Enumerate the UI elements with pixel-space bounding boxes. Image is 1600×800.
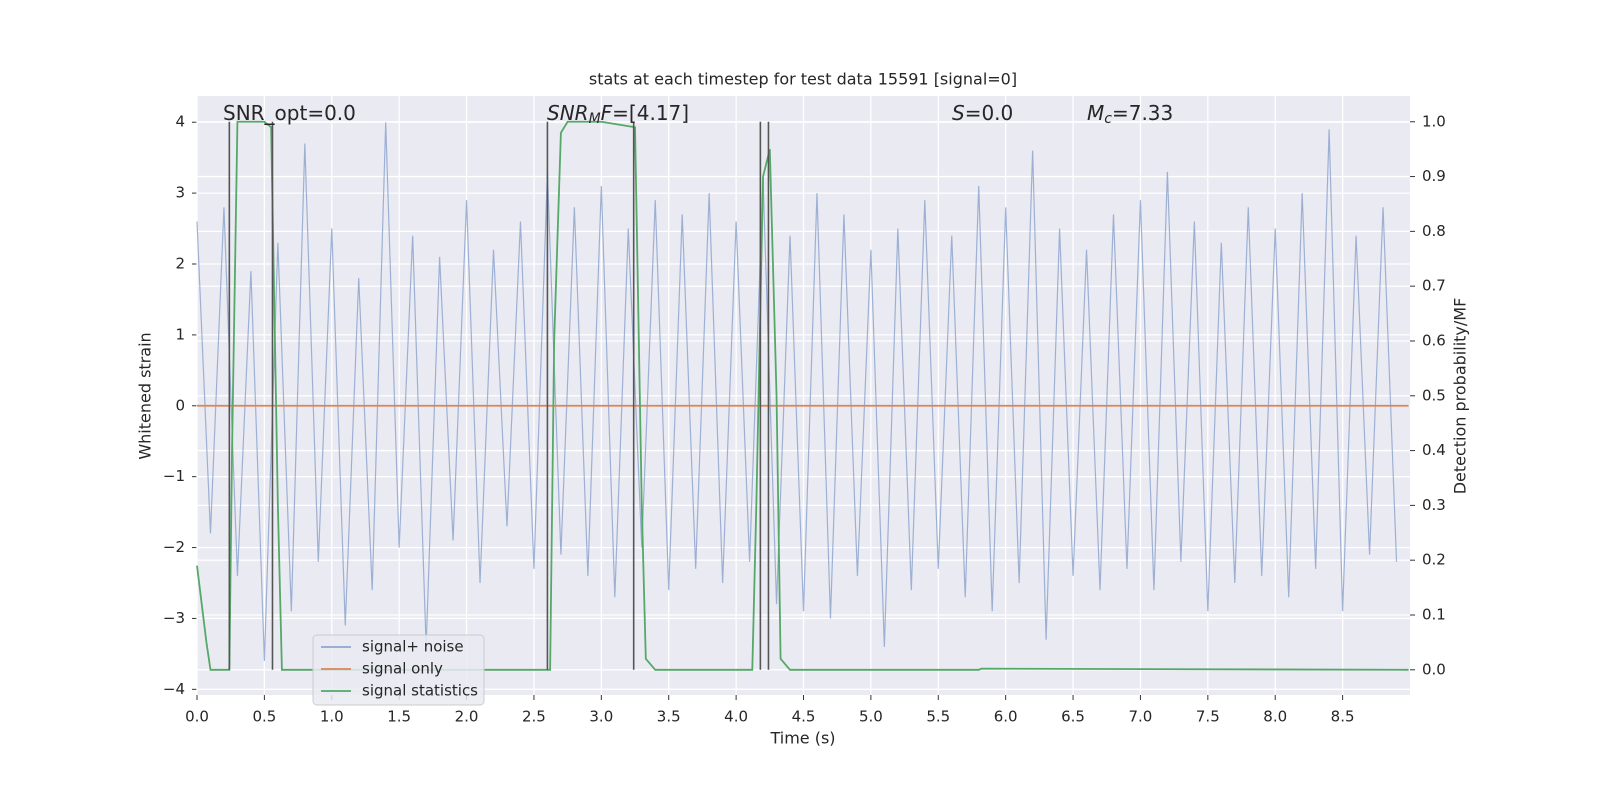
annotation: S=0.0 bbox=[952, 101, 1013, 125]
x-tick-label: 5.5 bbox=[926, 708, 950, 726]
x-tick-label: 8.5 bbox=[1331, 708, 1355, 726]
x-tick-label: 4.0 bbox=[724, 708, 748, 726]
y2-tick-label: 0.9 bbox=[1422, 167, 1446, 185]
annotation-part: =[4.17] bbox=[612, 101, 689, 125]
y2-tick-label: 0.8 bbox=[1422, 222, 1446, 240]
annotation: SNR_opt=0.0 bbox=[223, 101, 356, 125]
y-tick-label: −1 bbox=[163, 467, 185, 485]
x-tick-label: 6.0 bbox=[994, 708, 1018, 726]
x-tick-label: 3.0 bbox=[589, 708, 613, 726]
y-tick-label: 2 bbox=[175, 255, 185, 273]
annotation-part: M bbox=[1087, 101, 1104, 125]
series-line bbox=[196, 120, 1409, 671]
y-tick-label: −2 bbox=[163, 538, 185, 556]
legend-box bbox=[312, 634, 485, 706]
y-tick-label: 0 bbox=[175, 396, 185, 414]
x-tick-label: 7.0 bbox=[1129, 708, 1153, 726]
y2-tick-label: 0.0 bbox=[1422, 660, 1446, 678]
y2-tick-label: 0.3 bbox=[1422, 496, 1446, 514]
annotation-part: =7.33 bbox=[1112, 101, 1173, 125]
y-tick-label: 4 bbox=[175, 113, 185, 131]
x-tick-label: 5.0 bbox=[859, 708, 883, 726]
y2-tick-label: 1.0 bbox=[1422, 112, 1446, 130]
annotation-part: =0.0 bbox=[965, 101, 1014, 125]
annotation-part: F bbox=[601, 101, 613, 125]
x-axis-label: Time (s) bbox=[769, 729, 835, 748]
y2-tick-label: 0.5 bbox=[1422, 386, 1446, 404]
x-tick-label: 4.5 bbox=[792, 708, 816, 726]
annotation-part: c bbox=[1104, 111, 1112, 127]
x-tick-label: 3.5 bbox=[657, 708, 681, 726]
legend-label: signal+ noise bbox=[362, 638, 464, 656]
y2-axis-label: Detection probability/MF bbox=[1451, 298, 1470, 495]
y2-tick-label: 0.4 bbox=[1422, 441, 1446, 459]
annotation: Mc=7.33 bbox=[1087, 101, 1173, 128]
x-tick-label: 8.0 bbox=[1263, 708, 1287, 726]
series-line bbox=[196, 122, 1398, 661]
x-tick-label: 2.0 bbox=[455, 708, 479, 726]
annotation-part: SNR_opt=0.0 bbox=[223, 101, 356, 125]
y2-tick-label: 0.1 bbox=[1422, 605, 1446, 623]
y-tick-label: 1 bbox=[175, 325, 185, 343]
x-tick-label: 1.5 bbox=[387, 708, 411, 726]
chart-title: stats at each timestep for test data 155… bbox=[589, 70, 1017, 89]
x-tick-label: 0.0 bbox=[185, 708, 209, 726]
annotation: SNRMF=[4.17] bbox=[547, 101, 689, 128]
y2-tick-label: 0.7 bbox=[1422, 277, 1446, 295]
y-tick-label: −3 bbox=[163, 609, 185, 627]
y2-tick-label: 0.6 bbox=[1422, 331, 1446, 349]
y-tick-label: −4 bbox=[163, 680, 185, 698]
x-tick-label: 1.0 bbox=[320, 708, 344, 726]
y-axis-label: Whitened strain bbox=[136, 332, 155, 459]
x-tick-label: 6.5 bbox=[1061, 708, 1085, 726]
legend-label: signal only bbox=[362, 660, 443, 678]
x-tick-label: 0.5 bbox=[252, 708, 276, 726]
annotation-part: SNR bbox=[547, 101, 589, 125]
legend-label: signal statistics bbox=[362, 682, 478, 700]
y-tick-label: 3 bbox=[175, 184, 185, 202]
annotation-part: S bbox=[952, 101, 965, 125]
annotation-part: M bbox=[589, 111, 601, 127]
y2-tick-label: 0.2 bbox=[1422, 551, 1446, 569]
x-tick-label: 7.5 bbox=[1196, 708, 1220, 726]
x-tick-label: 2.5 bbox=[522, 708, 546, 726]
